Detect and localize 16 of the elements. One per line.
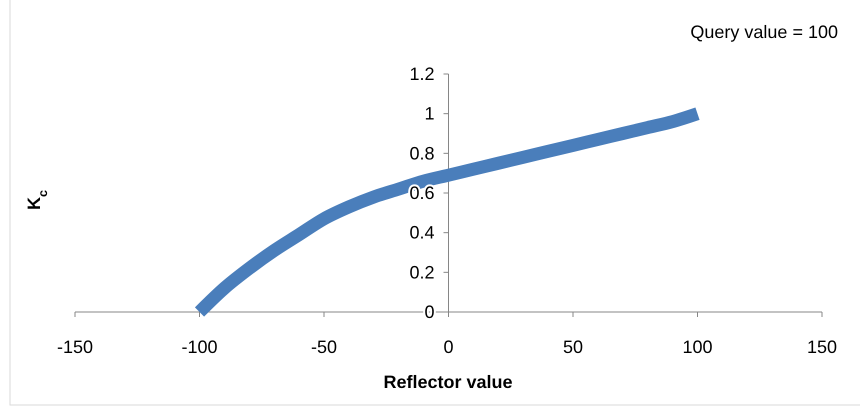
x-tick-label: -50 [310,337,338,357]
y-tick-label: 0.8 [409,143,434,164]
x-tick-label: -150 [56,337,94,357]
x-axis-title: Reflector value [383,372,513,392]
x-tick-label: 100 [682,337,713,357]
x-tick-label: 150 [806,337,838,357]
y-tick-label: 0.6 [409,183,434,203]
y-tick-label: 1 [424,104,434,124]
y-tick-label: 0.4 [409,222,434,243]
y-tick-label: 0 [424,302,434,322]
y-tick-label: 0.2 [409,262,434,282]
x-tick-label: -100 [181,337,218,357]
text: Query value = 100 [690,22,838,42]
y-tick-label: 1.2 [409,64,434,84]
x-tick-label: 50 [562,337,584,357]
x-tick-label: 0 [443,337,454,357]
